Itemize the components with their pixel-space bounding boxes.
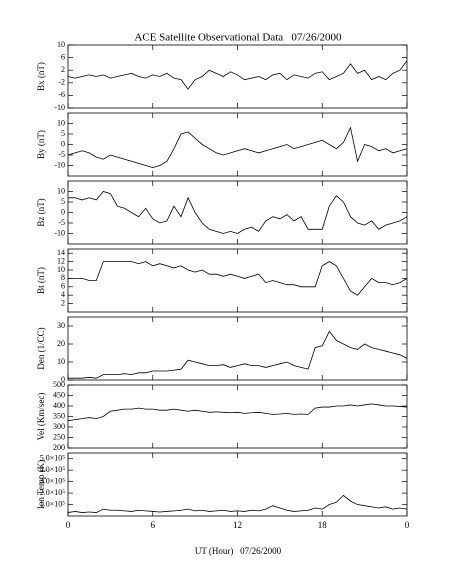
- y-tick-label: 4: [61, 290, 65, 299]
- chart-title: ACE Satellite Observational Data 07/26/2…: [134, 32, 342, 44]
- x-tick-label: 0: [66, 520, 71, 530]
- data-line: [68, 330, 408, 379]
- y-axis-label: Bz (nT): [36, 198, 46, 226]
- y-tick-label: 200: [53, 443, 65, 452]
- x-tick-label: 18: [318, 520, 328, 530]
- y-tick-label: 2.0×10⁵: [40, 488, 66, 497]
- y-tick-label: 12: [57, 256, 65, 265]
- y-tick-label: 0: [61, 139, 65, 148]
- y-tick-label: 0: [61, 375, 65, 384]
- y-tick-label: -10: [54, 160, 65, 169]
- y-tick-label: 10: [57, 40, 65, 49]
- panel-frame: [67, 384, 408, 449]
- y-tick-label: 450: [53, 390, 65, 399]
- data-line: [67, 60, 408, 90]
- y-axis-label: Bx (nT): [36, 62, 46, 91]
- y-tick-label: 5: [61, 197, 65, 206]
- y-tick-label: -5: [58, 218, 65, 227]
- y-tick-label: 1.0×10⁵: [40, 499, 66, 508]
- panel-frame: [67, 452, 408, 517]
- y-tick-label: 2: [61, 298, 65, 307]
- x-tick-label: 12: [233, 520, 242, 530]
- x-tick-label: 6: [151, 520, 156, 530]
- panel-frame: [67, 316, 408, 381]
- panel-frame: [67, 112, 408, 177]
- panel-frame: [67, 180, 408, 245]
- y-tick-label: -5: [58, 150, 65, 159]
- y-tick-label: 10: [57, 118, 65, 127]
- y-tick-label: 0: [61, 207, 65, 216]
- y-tick-label: 300: [53, 422, 65, 431]
- y-tick-label: 500: [53, 380, 65, 389]
- y-tick-label: 400: [53, 401, 65, 410]
- data-line: [67, 494, 408, 513]
- x-tick-label: 0: [405, 520, 410, 530]
- data-line: [67, 126, 408, 169]
- y-tick-label: 20: [57, 339, 65, 348]
- y-axis-label: Ion Temp (K): [36, 460, 46, 509]
- y-tick-label: 6: [61, 52, 65, 61]
- y-tick-label: 10: [57, 265, 65, 274]
- y-tick-label: -2: [58, 78, 65, 87]
- data-line: [68, 191, 408, 234]
- x-axis-label: UT (Hour) 07/26/2000: [195, 546, 282, 556]
- y-tick-label: 2: [61, 65, 65, 74]
- y-axis-label: Bt (nT): [36, 267, 46, 294]
- y-axis-label: Vel (Km/sec): [36, 393, 46, 441]
- y-tick-label: 30: [57, 321, 65, 330]
- data-line: [67, 403, 408, 422]
- y-tick-label: 4.0×10⁵: [40, 465, 66, 474]
- y-tick-label: 250: [53, 432, 65, 441]
- y-tick-label: 10: [57, 357, 65, 366]
- y-axis-label: By (nT): [36, 130, 46, 159]
- y-tick-label: 5.0×10⁵: [40, 454, 66, 463]
- y-tick-label: 3.0×10⁵: [40, 476, 66, 485]
- data-line: [68, 261, 408, 296]
- y-tick-label: 10: [57, 186, 65, 195]
- y-tick-label: -10: [54, 103, 65, 112]
- y-tick-label: 5: [61, 129, 65, 138]
- y-tick-label: -6: [58, 90, 65, 99]
- panel-frame: [67, 248, 408, 313]
- y-tick-label: 8: [61, 273, 65, 282]
- y-tick-label: 350: [53, 411, 65, 420]
- y-axis-label: Den (1/CC): [36, 327, 46, 369]
- y-tick-label: 6: [61, 282, 65, 291]
- y-tick-label: -10: [54, 228, 65, 237]
- y-tick-label: 14: [57, 248, 65, 257]
